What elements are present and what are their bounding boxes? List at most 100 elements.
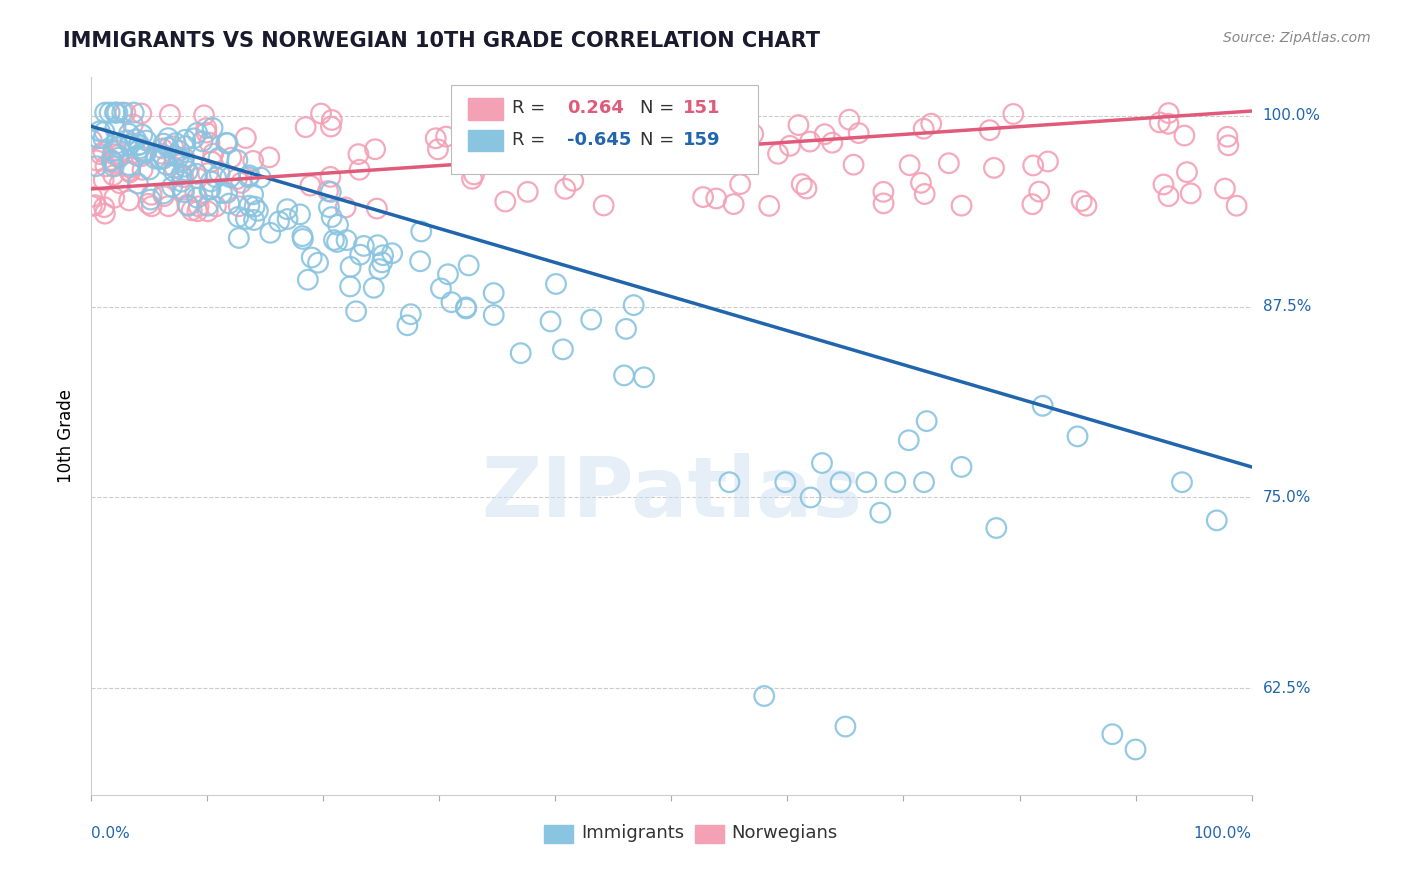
Point — [368, 262, 391, 277]
Point — [321, 210, 343, 224]
Point — [842, 158, 865, 172]
Point — [367, 238, 389, 252]
Point — [127, 177, 149, 191]
Point — [1157, 189, 1180, 203]
Point — [512, 121, 534, 136]
Point — [339, 279, 361, 293]
Point — [242, 153, 264, 168]
Point — [834, 720, 856, 734]
Point — [217, 186, 239, 200]
Point — [93, 200, 115, 214]
Point — [186, 167, 208, 181]
Point — [153, 152, 176, 166]
Point — [482, 308, 505, 322]
Point — [399, 307, 422, 321]
Point — [122, 105, 145, 120]
Text: R =: R = — [512, 131, 551, 149]
Point — [93, 131, 115, 145]
Point — [623, 298, 645, 312]
Point — [198, 183, 221, 197]
Point — [482, 146, 505, 161]
Point — [1171, 475, 1194, 490]
Point — [353, 239, 375, 253]
Point — [131, 128, 153, 142]
Point — [105, 136, 128, 151]
Point — [226, 153, 249, 167]
Point — [814, 127, 837, 141]
Point — [983, 161, 1005, 175]
Point — [157, 141, 180, 155]
Point — [463, 110, 485, 124]
Text: N =: N = — [640, 131, 675, 149]
Text: 0.264: 0.264 — [567, 99, 624, 118]
Point — [135, 145, 157, 160]
Point — [869, 506, 891, 520]
Point — [150, 141, 173, 155]
Point — [172, 183, 194, 197]
Point — [347, 147, 370, 161]
Point — [138, 196, 160, 211]
Point — [138, 162, 160, 177]
Point — [544, 277, 567, 291]
Point — [335, 233, 357, 247]
Point — [238, 169, 260, 183]
Point — [111, 105, 134, 120]
Point — [884, 475, 907, 490]
Point — [516, 185, 538, 199]
Point — [276, 202, 298, 217]
Point — [195, 126, 218, 140]
Point — [986, 521, 1008, 535]
Text: R =: R = — [512, 99, 551, 118]
Point — [838, 112, 860, 127]
Text: 159: 159 — [683, 131, 720, 149]
Point — [218, 196, 240, 211]
Point — [149, 152, 172, 166]
Point — [581, 312, 603, 326]
Point — [309, 106, 332, 120]
Point — [562, 174, 585, 188]
Point — [200, 182, 222, 196]
Point — [848, 126, 870, 140]
Point — [150, 146, 173, 161]
Point — [103, 145, 125, 159]
Point — [107, 148, 129, 162]
Point — [84, 198, 107, 212]
Point — [491, 135, 513, 149]
Point — [120, 161, 142, 175]
Point — [437, 267, 460, 281]
Point — [1226, 199, 1249, 213]
Point — [800, 491, 823, 505]
Point — [235, 211, 257, 226]
Point — [381, 246, 404, 260]
Point — [132, 146, 155, 161]
Text: IMMIGRANTS VS NORWEGIAN 10TH GRADE CORRELATION CHART: IMMIGRANTS VS NORWEGIAN 10TH GRADE CORRE… — [63, 31, 820, 51]
Point — [87, 131, 110, 145]
Point — [633, 140, 655, 154]
Point — [692, 190, 714, 204]
Point — [456, 301, 478, 316]
Point — [291, 232, 314, 246]
Point — [267, 214, 290, 228]
Point — [215, 136, 238, 150]
Point — [430, 281, 453, 295]
Point — [94, 160, 117, 174]
Point — [335, 201, 357, 215]
Point — [920, 117, 942, 131]
Point — [176, 198, 198, 212]
Point — [319, 120, 342, 134]
Point — [1218, 138, 1240, 153]
Point — [411, 224, 433, 238]
Point — [170, 168, 193, 182]
Point — [426, 142, 449, 156]
Point — [177, 164, 200, 178]
Point — [457, 259, 479, 273]
Point — [193, 108, 215, 122]
Point — [288, 207, 311, 221]
Point — [1101, 727, 1123, 741]
Point — [160, 179, 183, 194]
Point — [163, 148, 186, 162]
Point — [596, 124, 619, 138]
Point — [364, 142, 387, 156]
Point — [180, 203, 202, 218]
Point — [174, 139, 197, 153]
